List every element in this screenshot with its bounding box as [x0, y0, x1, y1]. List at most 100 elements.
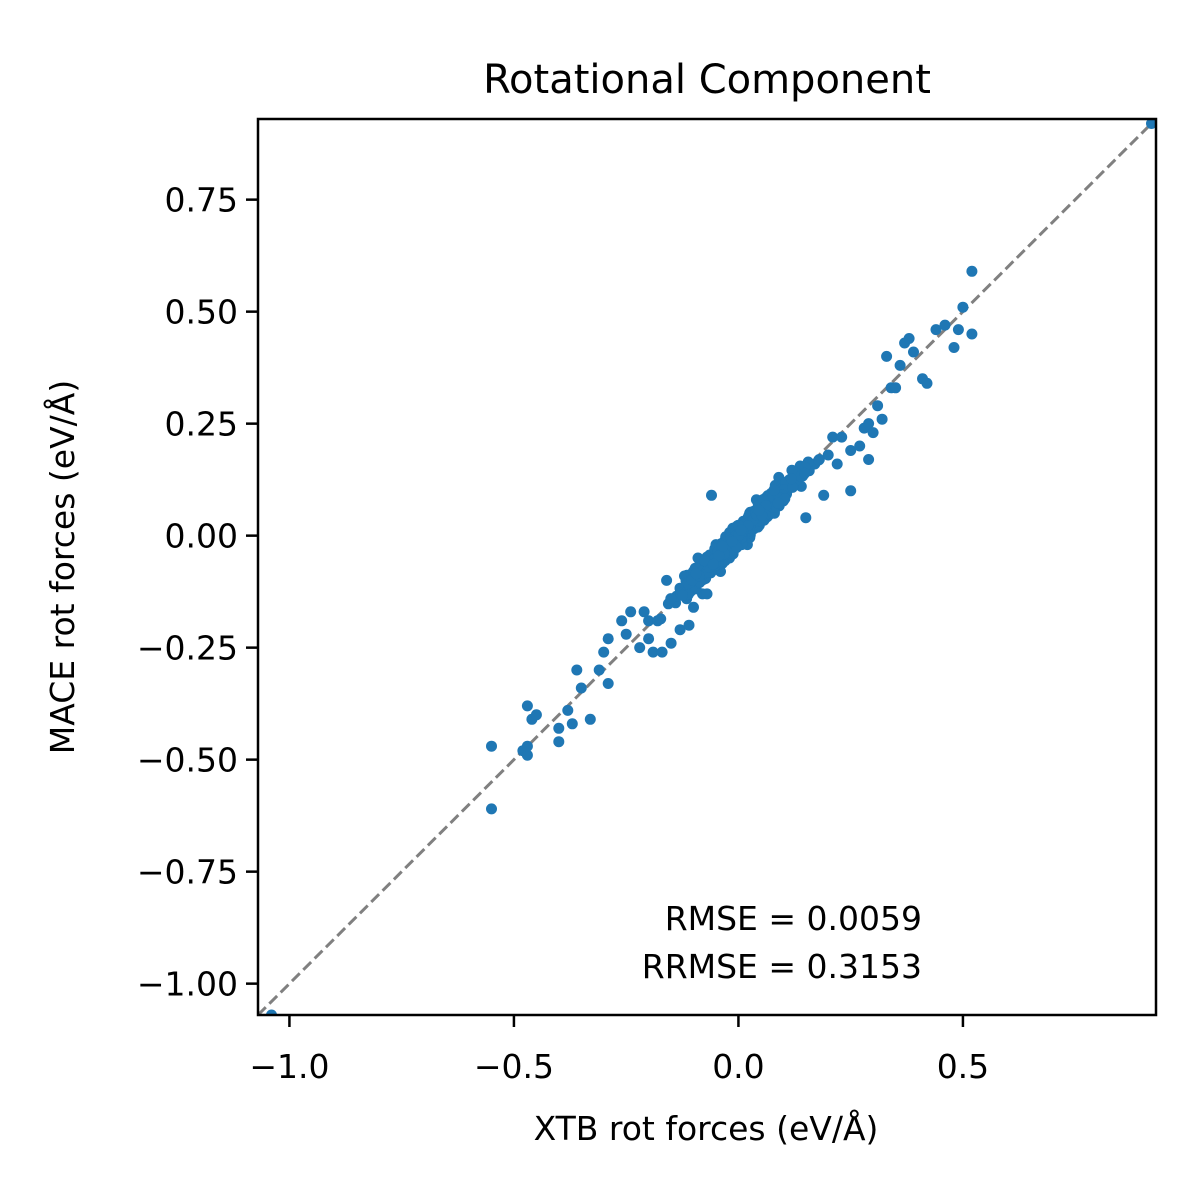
data-point	[593, 664, 605, 676]
data-point	[876, 413, 888, 425]
data-point	[800, 512, 812, 524]
data-point	[845, 485, 857, 497]
data-point	[818, 489, 830, 501]
data-point	[863, 454, 875, 465]
data-point	[813, 454, 825, 466]
data-point	[768, 484, 780, 496]
y-axis-label: MACE rot forces (eV/Å)	[42, 380, 82, 754]
data-point	[706, 489, 717, 501]
data-point	[602, 678, 614, 689]
data-point	[735, 524, 747, 536]
data-point	[822, 449, 834, 461]
data-point	[894, 359, 906, 371]
data-point	[921, 377, 933, 389]
data-point	[530, 709, 542, 721]
data-point	[690, 568, 702, 580]
data-point	[699, 555, 711, 567]
data-point	[713, 550, 725, 562]
x-axis-label: XTB rot forces (eV/Å)	[534, 1108, 879, 1148]
data-point	[836, 431, 848, 443]
data-point	[553, 722, 565, 734]
data-point	[867, 427, 879, 439]
data-point	[863, 418, 875, 430]
data-point	[683, 619, 695, 631]
data-point	[602, 633, 614, 645]
data-point	[598, 646, 610, 658]
data-point	[634, 642, 646, 654]
data-point	[890, 382, 902, 394]
data-point	[831, 458, 843, 470]
data-point	[661, 574, 673, 586]
data-point	[647, 646, 659, 658]
x-tick-label: 0.5	[937, 1047, 989, 1086]
data-point	[643, 633, 655, 645]
data-point	[939, 319, 951, 331]
data-point	[566, 718, 578, 730]
data-point	[665, 593, 677, 605]
data-point	[571, 664, 583, 676]
data-point	[707, 558, 719, 570]
data-point	[677, 589, 688, 601]
x-tick-label: 0.0	[712, 1047, 764, 1086]
data-point	[562, 704, 574, 716]
data-point	[521, 740, 533, 752]
data-point	[786, 464, 798, 476]
data-point	[957, 301, 969, 313]
data-point	[726, 536, 738, 547]
chart-title: Rotational Component	[483, 57, 931, 103]
y-tick-label: 0.25	[165, 405, 238, 444]
data-point	[688, 601, 699, 613]
data-point	[1146, 119, 1156, 129]
y-tick-label: −0.25	[137, 629, 238, 668]
data-point	[966, 328, 978, 340]
data-point	[575, 682, 587, 694]
data-point	[584, 713, 596, 725]
y-tick-label: −1.00	[137, 965, 238, 1004]
x-axis-ticks: −1.0 −0.5 0.0 0.5	[249, 1015, 989, 1086]
data-point	[643, 615, 655, 627]
data-point	[521, 749, 533, 761]
data-point	[616, 615, 628, 627]
data-point	[952, 324, 964, 336]
rmse-annotation: RMSE = 0.0059	[665, 899, 922, 938]
data-point	[785, 473, 797, 485]
data-point	[717, 540, 729, 552]
data-point	[486, 740, 497, 752]
x-tick-label: −1.0	[249, 1047, 329, 1086]
plot-frame	[256, 117, 1158, 1017]
data-point	[674, 624, 686, 636]
y-tick-label: 0.50	[165, 293, 238, 332]
data-point	[656, 646, 668, 658]
y-tick-label: −0.50	[137, 741, 238, 780]
data-point	[854, 440, 866, 452]
data-point	[948, 342, 960, 353]
x-tick-label: −0.5	[474, 1047, 554, 1086]
data-point	[553, 736, 565, 748]
data-point	[701, 588, 713, 600]
data-point	[827, 431, 839, 443]
y-tick-label: −0.75	[137, 853, 238, 892]
data-point	[908, 346, 919, 358]
data-point	[665, 637, 677, 649]
data-point	[930, 324, 942, 336]
data-point	[625, 606, 637, 618]
data-point	[845, 445, 857, 456]
data-point	[655, 613, 667, 625]
data-point	[638, 606, 650, 618]
data-point	[620, 628, 632, 640]
y-axis-ticks: −1.00 −0.75 −0.50 −0.25 0.00 0.25 0.50 0.75	[137, 181, 258, 1004]
data-point	[486, 803, 497, 815]
data-point	[799, 467, 811, 479]
data-point	[772, 497, 784, 509]
y-tick-label: 0.00	[165, 517, 238, 556]
data-point	[872, 400, 884, 412]
data-point	[753, 504, 765, 516]
data-point	[521, 700, 533, 712]
data-point	[787, 481, 798, 493]
data-point	[966, 265, 978, 277]
points-layer	[266, 119, 1156, 1015]
data-point	[266, 1009, 277, 1015]
data-point	[903, 333, 915, 344]
